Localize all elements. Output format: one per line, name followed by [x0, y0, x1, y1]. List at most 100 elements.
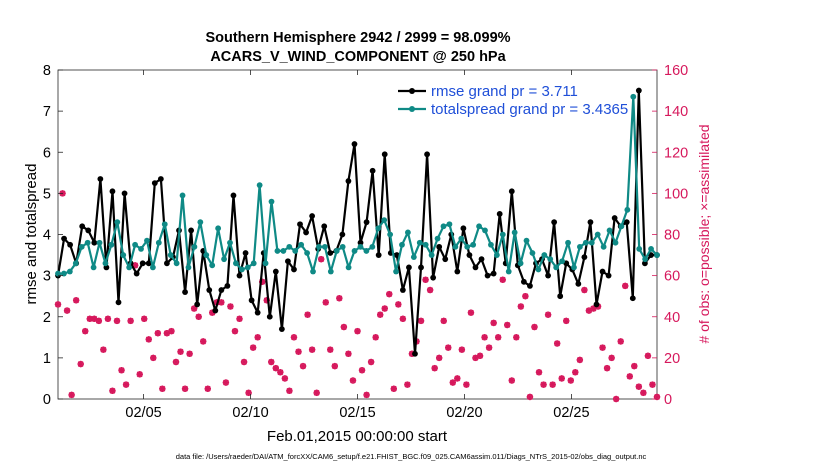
rmse-point-32 [248, 297, 255, 304]
rmse-point-42 [309, 213, 316, 219]
spread-point-37 [274, 248, 281, 254]
right-y-axis: 0 20 40 60 80 100 120 140 160 [652, 63, 688, 408]
spread-point-14 [138, 245, 144, 252]
rmse-point-44 [321, 223, 328, 230]
spread-point-13 [132, 241, 138, 248]
obs-possible-point-29 [186, 350, 193, 357]
obs-possible-point-42 [245, 389, 252, 396]
spread-point-0 [55, 270, 61, 277]
spread-point-63 [428, 252, 435, 258]
rmse-point-75 [508, 188, 515, 195]
obs-possible-point-114 [572, 369, 579, 376]
obs-possible-point-84 [436, 354, 443, 362]
spread-point-67 [452, 243, 459, 250]
obs-possible-point-2 [63, 307, 71, 314]
obs-possible-point-0 [54, 301, 62, 308]
rmse-point-5 [85, 227, 92, 234]
obs-possible-point-124 [617, 338, 624, 345]
y-right-tick-label-6: 120 [664, 145, 688, 161]
rmse-point-48 [345, 178, 352, 184]
x-axis-label: Feb.01,2015 00:00:00 start [267, 428, 448, 445]
y-right-tick-label-4: 80 [664, 228, 680, 244]
x-tick-label-2: 02/15 [339, 405, 375, 421]
spread-point-4 [78, 243, 85, 250]
obs-possible-point-131 [649, 381, 656, 388]
rmse-point-36 [272, 268, 279, 275]
spread-point-36 [268, 198, 275, 205]
spread-point-80 [529, 250, 536, 256]
obs-possible-point-69 [367, 358, 375, 366]
y-right-tick-label-5: 100 [664, 186, 688, 202]
obs-possible-point-4 [73, 297, 80, 304]
obs-possible-point-98 [499, 276, 506, 283]
obs-possible-point-40 [236, 315, 243, 322]
obs-possible-point-21 [150, 354, 157, 362]
obs-possible-point-80 [417, 317, 425, 325]
spread-point-57 [393, 268, 399, 275]
spread-point-15 [144, 237, 150, 244]
rmse-point-49 [351, 141, 358, 147]
spread-point-20 [173, 260, 180, 267]
rmse-point-30 [236, 272, 243, 279]
obs-possible-point-53 [295, 348, 302, 355]
spread-point-29 [227, 239, 233, 246]
obs-possible-point-89 [458, 346, 466, 353]
y-right-tick-label-1: 20 [664, 351, 680, 367]
rmse-point-67 [460, 225, 467, 232]
rmse-point-86 [575, 280, 582, 287]
obs-possible-point-116 [581, 286, 588, 294]
spread-point-77 [511, 229, 518, 236]
rmse-point-88 [587, 219, 594, 226]
spread-point-31 [238, 266, 245, 273]
spread-point-51 [357, 243, 364, 250]
chart-title-line2: ACARS_V_WIND_COMPONENT @ 250 hPa [210, 49, 506, 65]
rmse-point-78 [527, 283, 533, 289]
x-tick-label-1: 02/10 [232, 405, 268, 421]
y-left-tick-label-7: 7 [43, 104, 51, 120]
spread-point-99 [642, 256, 649, 263]
obs-possible-point-61 [331, 362, 338, 370]
rmse-point-25 [206, 287, 213, 293]
rmse-point-64 [442, 256, 449, 263]
spread-point-98 [636, 245, 643, 252]
obs-possible-point-76 [399, 315, 407, 322]
spread-point-72 [482, 227, 488, 234]
obs-possible-point-100 [508, 377, 515, 384]
obs-possible-point-30 [190, 305, 198, 312]
spread-point-92 [600, 243, 607, 250]
obs-possible-point-55 [304, 311, 311, 318]
y-axis-label-right: # of obs: o=possible; ×=assimilated [696, 124, 712, 343]
obs-possible-point-104 [526, 393, 534, 401]
y-left-tick-label-5: 5 [43, 186, 51, 202]
obs-possible-point-73 [386, 290, 393, 298]
obs-possible-point-94 [481, 334, 488, 341]
spread-point-95 [618, 223, 625, 230]
rmse-point-61 [424, 151, 430, 158]
obs-possible-point-14 [118, 367, 125, 374]
spread-point-83 [547, 256, 554, 263]
rmse-point-17 [157, 176, 164, 182]
obs-possible-point-74 [390, 385, 397, 392]
obs-possible-point-70 [372, 334, 379, 341]
spread-point-38 [280, 248, 287, 254]
spread-point-58 [399, 241, 405, 248]
rmse-point-95 [629, 295, 636, 302]
spread-series [55, 93, 660, 277]
spread-point-6 [90, 264, 97, 271]
obs-possible-point-46 [263, 297, 270, 304]
obs-possible-point-38 [227, 303, 234, 310]
obs-possible-point-126 [626, 373, 633, 380]
spread-point-11 [120, 252, 127, 258]
obs-possible-point-48 [272, 365, 279, 372]
rmse-point-82 [551, 219, 558, 226]
obs-possible-point-88 [454, 375, 461, 382]
obs-possible-point-58 [318, 256, 325, 263]
spread-point-45 [321, 243, 328, 250]
obs-possible-point-111 [558, 375, 565, 382]
obs-possible-point-75 [395, 301, 402, 308]
spread-point-47 [333, 248, 340, 254]
spread-point-40 [292, 248, 299, 254]
obs-possible-point-5 [77, 360, 84, 368]
obs-possible-point-121 [603, 365, 611, 372]
